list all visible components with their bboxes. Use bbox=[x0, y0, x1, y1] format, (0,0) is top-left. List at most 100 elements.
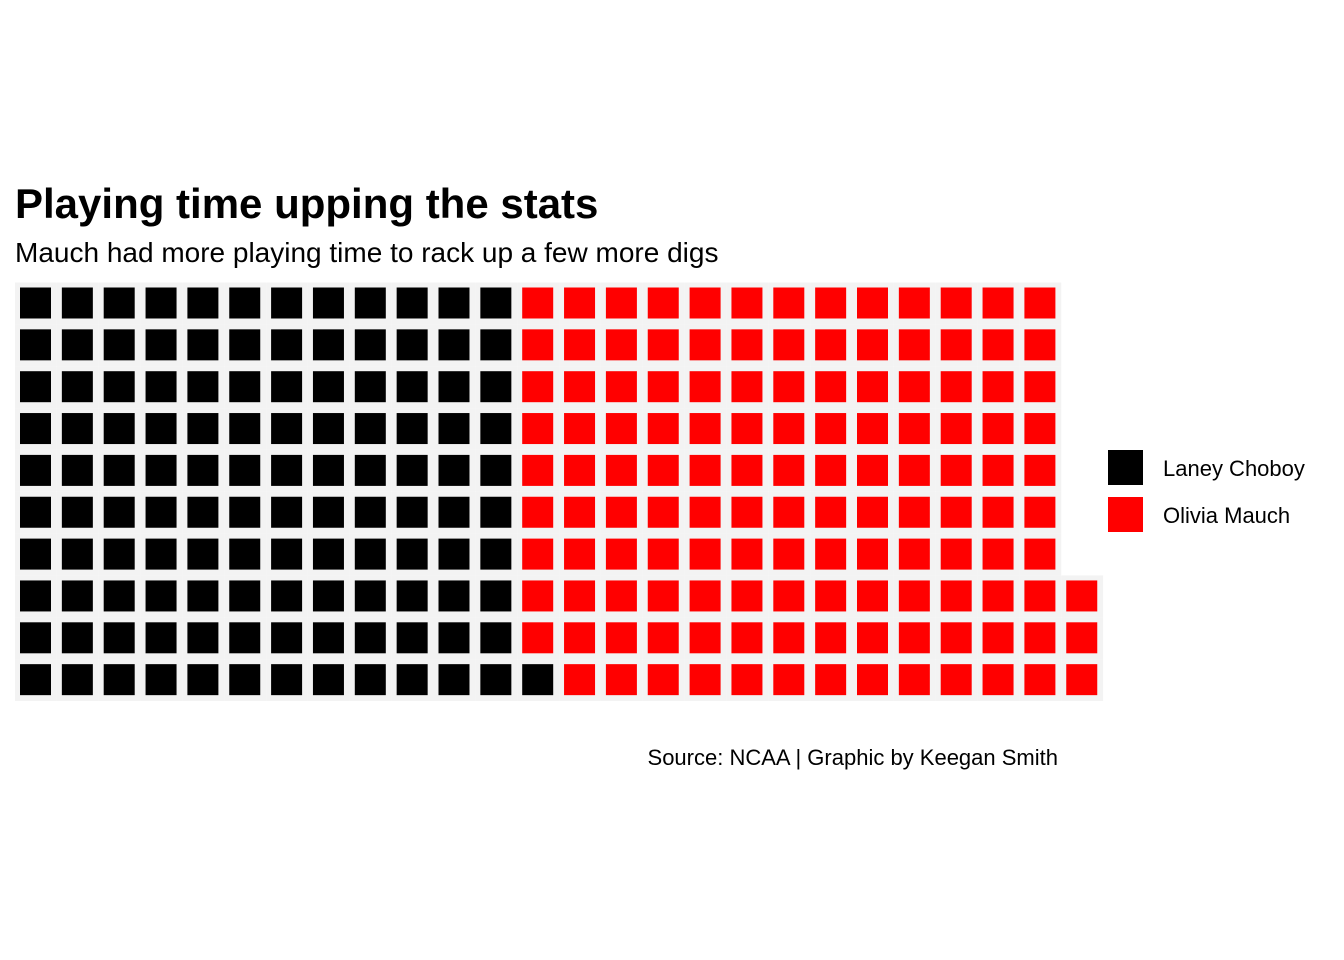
waffle-square-olivia-mauch bbox=[940, 622, 972, 654]
waffle-square-olivia-mauch bbox=[689, 371, 721, 403]
waffle-square-laney-choboy bbox=[229, 287, 261, 319]
waffle-square-olivia-mauch bbox=[940, 496, 972, 528]
waffle-square-olivia-mauch bbox=[689, 622, 721, 654]
waffle-square-olivia-mauch bbox=[857, 538, 888, 570]
waffle-square-olivia-mauch bbox=[1024, 622, 1056, 654]
waffle-square-olivia-mauch bbox=[982, 287, 1014, 319]
waffle-square-laney-choboy bbox=[271, 329, 303, 361]
waffle-square-laney-choboy bbox=[480, 287, 512, 319]
waffle-square-laney-choboy bbox=[145, 496, 177, 528]
waffle-square-laney-choboy bbox=[271, 371, 303, 403]
waffle-square-olivia-mauch bbox=[1024, 371, 1056, 403]
waffle-square-laney-choboy bbox=[396, 496, 428, 528]
legend-item-olivia-mauch: Olivia Mauch bbox=[1108, 497, 1338, 533]
waffle-square-laney-choboy bbox=[312, 580, 344, 612]
waffle-square-olivia-mauch bbox=[940, 538, 972, 570]
waffle-square-olivia-mauch bbox=[898, 538, 930, 570]
waffle-square-laney-choboy bbox=[187, 496, 219, 528]
waffle-square-olivia-mauch bbox=[773, 538, 805, 570]
waffle-square-laney-choboy bbox=[187, 287, 219, 319]
waffle-square-olivia-mauch bbox=[731, 413, 763, 445]
waffle-square-laney-choboy bbox=[145, 329, 177, 361]
waffle-square-laney-choboy bbox=[20, 329, 51, 361]
waffle-square-olivia-mauch bbox=[815, 287, 847, 319]
waffle-square-laney-choboy bbox=[396, 371, 428, 403]
waffle-square-olivia-mauch bbox=[857, 664, 888, 696]
waffle-square-olivia-mauch bbox=[605, 371, 637, 403]
waffle-square-olivia-mauch bbox=[564, 538, 596, 570]
waffle-square-olivia-mauch bbox=[647, 580, 679, 612]
waffle-square-olivia-mauch bbox=[731, 371, 763, 403]
waffle-square-laney-choboy bbox=[396, 413, 428, 445]
waffle-square-olivia-mauch bbox=[773, 496, 805, 528]
waffle-square-olivia-mauch bbox=[731, 580, 763, 612]
chart-subtitle: Mauch had more playing time to rack up a… bbox=[15, 237, 719, 268]
waffle-square-olivia-mauch bbox=[815, 496, 847, 528]
waffle-square-laney-choboy bbox=[103, 664, 135, 696]
waffle-square-olivia-mauch bbox=[564, 622, 596, 654]
waffle-square-olivia-mauch bbox=[982, 329, 1014, 361]
waffle-square-laney-choboy bbox=[354, 538, 386, 570]
waffle-square-laney-choboy bbox=[480, 496, 512, 528]
waffle-square-olivia-mauch bbox=[647, 496, 679, 528]
waffle-square-olivia-mauch bbox=[940, 454, 972, 486]
waffle-square-laney-choboy bbox=[187, 622, 219, 654]
waffle-square-laney-choboy bbox=[103, 622, 135, 654]
waffle-square-olivia-mauch bbox=[940, 329, 972, 361]
waffle-square-laney-choboy bbox=[145, 622, 177, 654]
waffle-square-olivia-mauch bbox=[522, 454, 554, 486]
waffle-square-laney-choboy bbox=[396, 454, 428, 486]
waffle-square-olivia-mauch bbox=[773, 622, 805, 654]
waffle-square-olivia-mauch bbox=[773, 371, 805, 403]
waffle-square-olivia-mauch bbox=[773, 329, 805, 361]
waffle-square-olivia-mauch bbox=[773, 413, 805, 445]
waffle-square-laney-choboy bbox=[145, 580, 177, 612]
waffle-square-olivia-mauch bbox=[898, 664, 930, 696]
waffle-square-olivia-mauch bbox=[605, 287, 637, 319]
waffle-square-laney-choboy bbox=[271, 580, 303, 612]
waffle-square-laney-choboy bbox=[354, 496, 386, 528]
waffle-square-laney-choboy bbox=[61, 287, 93, 319]
waffle-square-laney-choboy bbox=[187, 454, 219, 486]
waffle-square-olivia-mauch bbox=[773, 580, 805, 612]
waffle-square-olivia-mauch bbox=[605, 454, 637, 486]
waffle-square-olivia-mauch bbox=[647, 287, 679, 319]
waffle-square-olivia-mauch bbox=[564, 413, 596, 445]
waffle-square-olivia-mauch bbox=[522, 580, 554, 612]
waffle-square-laney-choboy bbox=[229, 371, 261, 403]
waffle-square-olivia-mauch bbox=[898, 580, 930, 612]
waffle-square-olivia-mauch bbox=[731, 329, 763, 361]
waffle-square-laney-choboy bbox=[20, 371, 51, 403]
waffle-square-laney-choboy bbox=[20, 664, 51, 696]
waffle-square-laney-choboy bbox=[145, 287, 177, 319]
waffle-square-laney-choboy bbox=[103, 371, 135, 403]
waffle-square-laney-choboy bbox=[20, 538, 51, 570]
waffle-square-laney-choboy bbox=[271, 287, 303, 319]
waffle-square-olivia-mauch bbox=[564, 329, 596, 361]
waffle-square-olivia-mauch bbox=[898, 454, 930, 486]
chart-caption: Source: NCAA | Graphic by Keegan Smith bbox=[647, 745, 1058, 770]
waffle-square-laney-choboy bbox=[480, 413, 512, 445]
waffle-square-olivia-mauch bbox=[1024, 287, 1056, 319]
waffle-square-olivia-mauch bbox=[940, 580, 972, 612]
waffle-square-olivia-mauch bbox=[982, 622, 1014, 654]
waffle-square-olivia-mauch bbox=[731, 454, 763, 486]
waffle-square-laney-choboy bbox=[354, 287, 386, 319]
waffle-square-laney-choboy bbox=[271, 664, 303, 696]
waffle-square-olivia-mauch bbox=[982, 413, 1014, 445]
legend-label-olivia-mauch: Olivia Mauch bbox=[1163, 503, 1291, 528]
waffle-square-laney-choboy bbox=[229, 664, 261, 696]
waffle-square-laney-choboy bbox=[438, 371, 470, 403]
waffle-square-olivia-mauch bbox=[647, 329, 679, 361]
waffle-square-laney-choboy bbox=[522, 664, 554, 696]
waffle-square-olivia-mauch bbox=[815, 622, 847, 654]
waffle-square-olivia-mauch bbox=[857, 329, 888, 361]
waffle-square-laney-choboy bbox=[271, 538, 303, 570]
waffle-square-laney-choboy bbox=[20, 496, 51, 528]
waffle-square-laney-choboy bbox=[438, 496, 470, 528]
waffle-square-laney-choboy bbox=[354, 454, 386, 486]
waffle-square-laney-choboy bbox=[229, 413, 261, 445]
waffle-square-laney-choboy bbox=[103, 413, 135, 445]
waffle-square-olivia-mauch bbox=[731, 287, 763, 319]
waffle-square-laney-choboy bbox=[354, 622, 386, 654]
